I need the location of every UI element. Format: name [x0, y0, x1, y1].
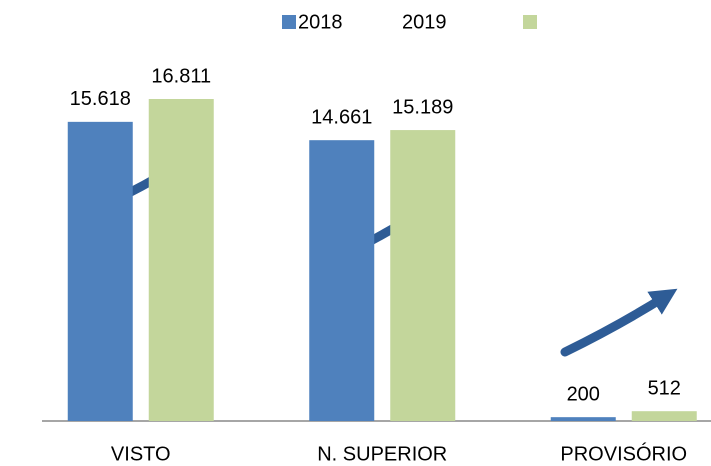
- bar: [631, 411, 697, 421]
- data-label: 15.189: [392, 96, 453, 118]
- x-tick-label: N. SUPERIOR: [317, 443, 447, 465]
- legend-swatch: [282, 15, 296, 29]
- data-label: 16.811: [151, 65, 211, 87]
- bar: [67, 121, 133, 422]
- data-label: 200: [567, 383, 600, 405]
- x-tick-label: PROVISÓRIO: [560, 442, 687, 465]
- x-tick-label: VISTO: [111, 443, 171, 465]
- data-label: 14.661: [311, 106, 372, 128]
- bar: [148, 99, 214, 421]
- data-label: 15.618: [70, 88, 131, 110]
- bar: [390, 130, 456, 421]
- data-label: 512: [648, 377, 681, 399]
- bar: [309, 140, 375, 421]
- bar: [550, 417, 616, 421]
- legend-label: 2018: [298, 11, 343, 33]
- legend-label: 2019: [402, 11, 447, 33]
- legend-swatch: [523, 15, 537, 29]
